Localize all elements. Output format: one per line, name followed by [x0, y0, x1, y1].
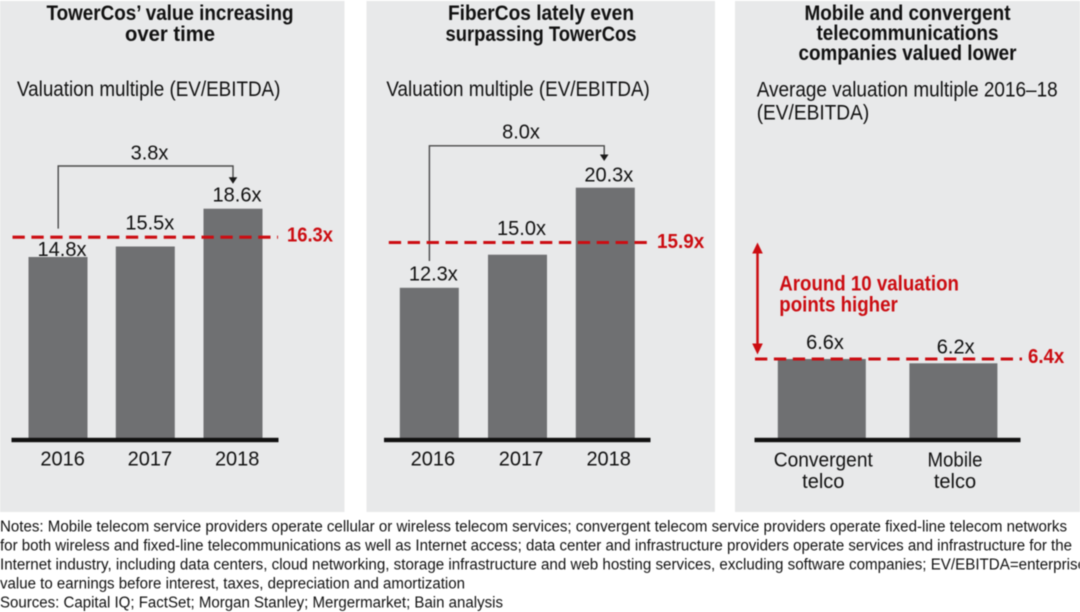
svg-text:for both wireless and fixed-li: for both wireless and fixed-line telecom…	[0, 538, 1072, 555]
svg-text:12.3x: 12.3x	[409, 264, 458, 286]
svg-text:Average valuation multiple 201: Average valuation multiple 2016–18	[757, 79, 1058, 102]
svg-text:15.0x: 15.0x	[497, 218, 546, 240]
svg-text:3.8x: 3.8x	[131, 143, 169, 165]
svg-text:6.2x: 6.2x	[937, 337, 975, 359]
svg-text:6.4x: 6.4x	[1028, 346, 1064, 368]
svg-text:2016: 2016	[40, 449, 85, 471]
svg-text:over time: over time	[125, 23, 215, 46]
svg-text:Internet industry, including d: Internet industry, including data center…	[0, 557, 1080, 574]
svg-text:(EV/EBITDA): (EV/EBITDA)	[757, 102, 870, 125]
svg-text:2017: 2017	[499, 449, 544, 471]
svg-text:2016: 2016	[411, 449, 456, 471]
svg-text:Mobile and convergent: Mobile and convergent	[805, 2, 1011, 25]
svg-text:15.9x: 15.9x	[657, 231, 704, 253]
svg-text:18.6x: 18.6x	[213, 184, 262, 206]
svg-text:TowerCos’ value increasing: TowerCos’ value increasing	[47, 2, 294, 25]
svg-text:Mobile: Mobile	[928, 450, 983, 472]
svg-text:2017: 2017	[128, 449, 173, 471]
svg-text:14.8x: 14.8x	[38, 239, 87, 261]
svg-text:surpassing TowerCos: surpassing TowerCos	[446, 23, 637, 46]
svg-text:Convergent: Convergent	[774, 450, 873, 472]
svg-text:companies valued lower: companies valued lower	[799, 42, 1017, 65]
svg-text:telco: telco	[802, 471, 844, 493]
svg-text:20.3x: 20.3x	[584, 164, 633, 186]
svg-text:telecommunications: telecommunications	[817, 22, 999, 45]
svg-text:Around 10 valuation: Around 10 valuation	[779, 272, 959, 295]
svg-text:value to earnings before inter: value to earnings before interest, taxes…	[0, 576, 465, 593]
svg-text:2018: 2018	[586, 449, 631, 471]
svg-text:FiberCos lately even: FiberCos lately even	[448, 2, 634, 25]
svg-text:telco: telco	[934, 471, 976, 493]
svg-text:points higher: points higher	[779, 294, 898, 317]
svg-text:Valuation multiple (EV/EBITDA): Valuation multiple (EV/EBITDA)	[386, 78, 649, 101]
svg-text:8.0x: 8.0x	[502, 121, 540, 143]
svg-text:Notes: Mobile telecom service: Notes: Mobile telecom service providers …	[0, 519, 1067, 536]
svg-text:Valuation multiple (EV/EBITDA): Valuation multiple (EV/EBITDA)	[17, 78, 280, 101]
svg-text:2018: 2018	[215, 449, 260, 471]
svg-text:16.3x: 16.3x	[287, 224, 333, 246]
svg-text:15.5x: 15.5x	[125, 212, 174, 234]
svg-text:Sources: Capital IQ; FactSet;: Sources: Capital IQ; FactSet; Morgan Sta…	[0, 595, 503, 612]
svg-text:6.6x: 6.6x	[806, 332, 844, 354]
